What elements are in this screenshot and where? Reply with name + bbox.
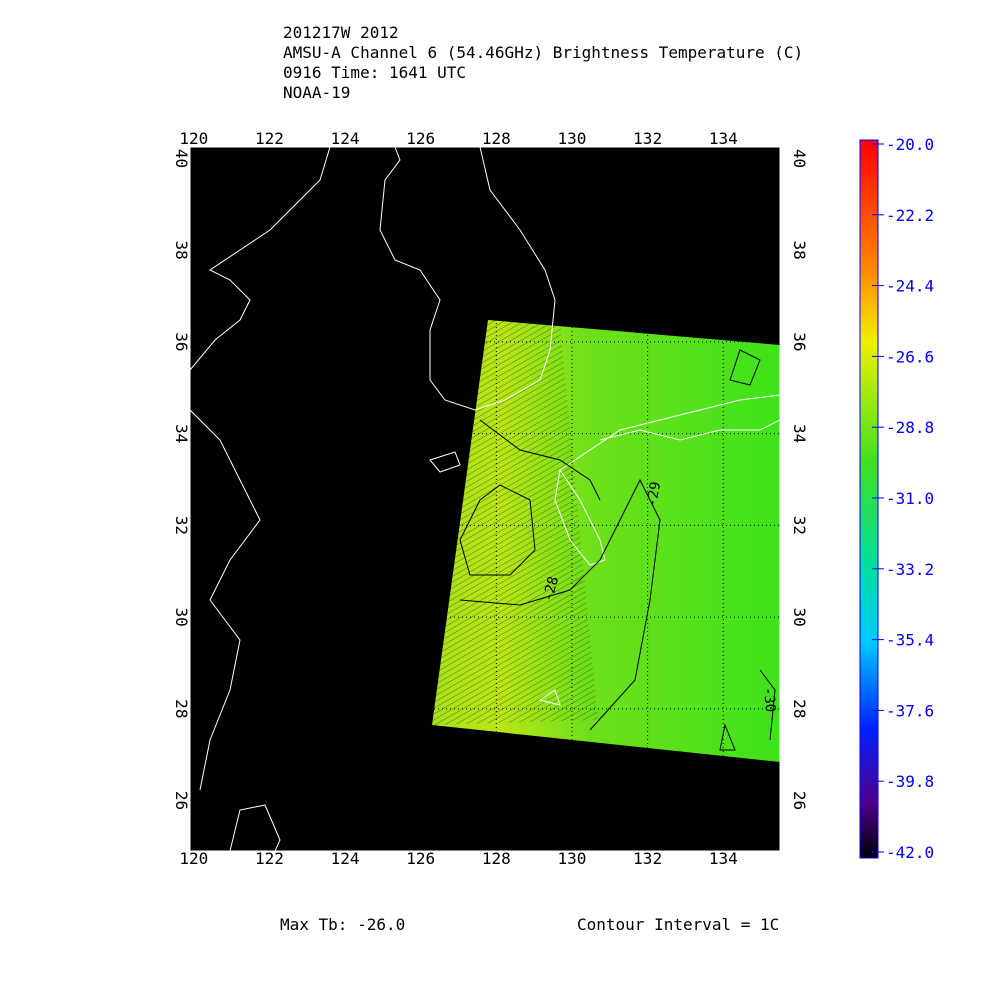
- lon-tick-label: 134: [709, 129, 738, 148]
- lon-tick-label: 124: [331, 129, 360, 148]
- lat-tick-label: 28: [790, 699, 809, 718]
- lat-tick-label: 26: [790, 791, 809, 810]
- lat-tick-label: 32: [790, 516, 809, 535]
- colorbar-tick-label: -37.6: [886, 701, 934, 720]
- lon-tick-label: 128: [482, 849, 511, 868]
- lon-tick-label: 122: [255, 129, 284, 148]
- title-line: NOAA-19: [283, 83, 350, 102]
- contour-label: -30: [760, 686, 778, 713]
- lon-tick-label: 126: [406, 129, 435, 148]
- lon-tick-label: 120: [179, 849, 208, 868]
- lon-tick-label: 130: [558, 129, 587, 148]
- map-layer: [190, 147, 780, 851]
- lat-tick-label: 38: [172, 241, 191, 260]
- lon-tick-label: 128: [482, 129, 511, 148]
- contour-interval: Contour Interval = 1C: [577, 915, 779, 934]
- colorbar-tick-label: -26.6: [886, 347, 934, 366]
- colorbar-tick-label: -24.4: [886, 277, 934, 296]
- lat-tick-label: 36: [172, 332, 191, 351]
- map-frame: [189, 146, 781, 852]
- lon-tick-label: 124: [331, 849, 360, 868]
- lat-tick-label: 30: [172, 607, 191, 626]
- lat-tick-label: 40: [790, 149, 809, 168]
- colorbar-tick-label: -20.0: [886, 135, 934, 154]
- colorbar: [859, 139, 879, 859]
- colorbar-tick-label: -39.8: [886, 772, 934, 791]
- colorbar-tick-label: -42.0: [886, 843, 934, 862]
- colorbar-tick-label: -22.2: [886, 206, 934, 225]
- lat-tick-label: 28: [172, 699, 191, 718]
- colorbar-tick-label: -33.2: [886, 560, 934, 579]
- hatch-region: [432, 320, 598, 725]
- colorbar-tick-label: -31.0: [886, 489, 934, 508]
- lat-tick-label: 26: [172, 791, 191, 810]
- max-tb: Max Tb: -26.0: [280, 915, 405, 934]
- contour-label: -28: [540, 575, 562, 604]
- colorbar-tick-label: -35.4: [886, 631, 934, 650]
- lat-tick-label: 32: [172, 516, 191, 535]
- title-line: AMSU-A Channel 6 (54.46GHz) Brightness T…: [283, 43, 803, 62]
- contours: [459, 349, 776, 751]
- lon-tick-label: 132: [633, 849, 662, 868]
- lon-tick-label: 126: [406, 849, 435, 868]
- lon-tick-label: 122: [255, 849, 284, 868]
- lon-tick-label: 132: [633, 129, 662, 148]
- lat-tick-label: 30: [790, 607, 809, 626]
- lat-tick-label: 34: [172, 424, 191, 443]
- lat-tick-label: 34: [790, 424, 809, 443]
- lat-tick-label: 40: [172, 149, 191, 168]
- lon-tick-label: 130: [558, 849, 587, 868]
- coastlines: [190, 147, 780, 851]
- contour-label: -29: [644, 480, 664, 508]
- lat-tick-label: 36: [790, 332, 809, 351]
- lat-tick-label: 38: [790, 241, 809, 260]
- lon-tick-label: 120: [179, 129, 208, 148]
- title-line: 0916 Time: 1641 UTC: [283, 63, 466, 82]
- lon-tick-label: 134: [709, 849, 738, 868]
- colorbar-tick-label: -28.8: [886, 418, 934, 437]
- title-line: 201217W 2012: [283, 23, 399, 42]
